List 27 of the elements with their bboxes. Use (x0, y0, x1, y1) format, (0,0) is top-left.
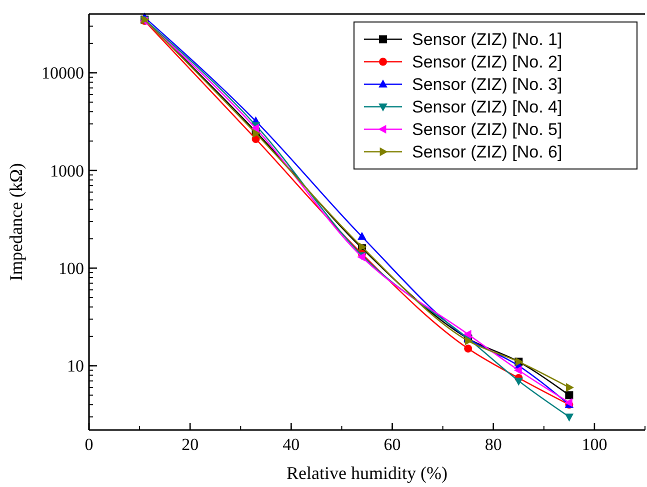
point (358, 232, 366, 240)
x-tick-label: 0 (84, 435, 94, 454)
y-tick-label: 1000 (50, 161, 84, 180)
legend-label: Sensor (ZIZ) [No. 4] (412, 98, 562, 117)
legend-label: Sensor (ZIZ) [No. 1] (412, 30, 562, 50)
legend-label: Sensor (ZIZ) [No. 2] (412, 52, 562, 72)
y-axis-title: Impedance (kΩ) (6, 163, 26, 281)
x-tick-label: 40 (282, 435, 300, 454)
x-tick-label: 80 (484, 435, 502, 454)
x-axis-title: Relative humidity (%) (286, 463, 448, 483)
point (463, 330, 472, 339)
y-tick-label: 10000 (42, 64, 84, 83)
legend-label: Sensor (ZIZ) [No. 5] (412, 120, 562, 140)
point (564, 414, 574, 422)
point (464, 344, 472, 353)
point (251, 124, 259, 133)
point (514, 366, 522, 375)
y-tick-label: 100 (58, 259, 84, 278)
x-tick-label: 60 (384, 435, 401, 454)
point (514, 378, 524, 386)
x-tick-label: 100 (582, 435, 608, 454)
y-tick-label: 10 (67, 356, 84, 376)
legend-label: Sensor (ZIZ) [No. 3] (412, 75, 562, 94)
x-tick-label: 20 (182, 435, 199, 454)
point (566, 383, 574, 392)
legend-label: Sensor (ZIZ) [No. 6] (412, 142, 562, 162)
point (565, 391, 574, 400)
